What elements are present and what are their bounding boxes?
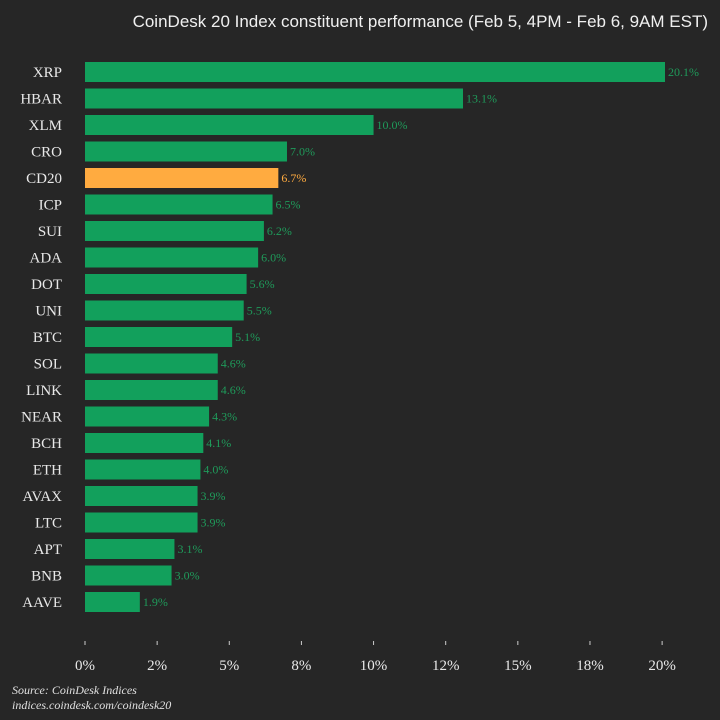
bar-hbar <box>85 88 464 109</box>
category-label: SOL <box>34 357 62 373</box>
x-tick-label: 0% <box>75 658 95 674</box>
category-label: NEAR <box>21 410 62 426</box>
category-label: BTC <box>33 330 62 346</box>
category-label: ICP <box>39 198 62 214</box>
source-url: indices.coindesk.com/coindesk20 <box>12 698 172 712</box>
value-label: 6.0% <box>261 251 286 265</box>
value-label: 4.3% <box>212 410 237 424</box>
bar-dot <box>85 274 247 294</box>
x-tick-label: 2% <box>147 658 167 674</box>
category-label: DOT <box>31 277 62 293</box>
category-label: LINK <box>26 383 62 399</box>
value-label: 4.1% <box>206 436 231 450</box>
bar-xrp <box>85 62 665 82</box>
x-tick-label: 20% <box>648 658 676 674</box>
bar-icp <box>85 194 273 215</box>
x-tick-label: 5% <box>219 658 239 674</box>
category-label: ADA <box>30 251 63 267</box>
category-label: AVAX <box>23 489 63 505</box>
category-label: UNI <box>35 304 62 320</box>
category-label: BCH <box>31 436 62 452</box>
x-tick-label: 18% <box>576 658 604 674</box>
x-tick-label: 12% <box>432 658 460 674</box>
bar-btc <box>85 327 233 347</box>
bar-eth <box>85 459 201 480</box>
value-label: 4.6% <box>221 357 246 371</box>
x-tick-label: 10% <box>360 658 388 674</box>
bar-uni <box>85 300 244 321</box>
category-label: XRP <box>33 65 62 81</box>
category-label: XLM <box>29 118 62 134</box>
category-label: AAVE <box>22 595 62 611</box>
value-label: 7.0% <box>290 145 315 159</box>
value-label: 4.0% <box>203 463 228 477</box>
value-label: 20.1% <box>668 65 699 79</box>
bar-cd20 <box>85 168 279 188</box>
category-label: CRO <box>31 145 62 161</box>
bar-bnb <box>85 565 172 586</box>
bar-bch <box>85 433 204 453</box>
value-label: 5.1% <box>235 330 260 344</box>
source-note: Source: CoinDesk Indices <box>12 683 137 697</box>
bar-sol <box>85 353 218 374</box>
bar-sui <box>85 221 264 241</box>
value-label: 6.2% <box>267 224 292 238</box>
value-label: 3.9% <box>201 489 226 503</box>
bar-ada <box>85 247 259 268</box>
category-label: LTC <box>35 516 62 532</box>
value-label: 10.0% <box>377 118 408 132</box>
category-label: APT <box>34 542 62 558</box>
bar-aave <box>85 592 140 612</box>
x-tick-label: 8% <box>291 658 311 674</box>
value-label: 6.5% <box>276 198 301 212</box>
bar-cro <box>85 141 287 162</box>
value-label: 13.1% <box>466 92 497 106</box>
bar-ltc <box>85 512 198 533</box>
value-label: 3.9% <box>201 516 226 530</box>
category-label: SUI <box>38 224 62 240</box>
category-label: ETH <box>33 463 62 479</box>
value-label: 1.9% <box>143 595 168 609</box>
value-label: 4.6% <box>221 383 246 397</box>
chart-title: CoinDesk 20 Index constituent performanc… <box>132 12 708 31</box>
category-label: HBAR <box>20 92 62 108</box>
category-label: CD20 <box>26 171 62 187</box>
bar-avax <box>85 486 198 506</box>
value-label: 3.0% <box>175 569 200 583</box>
value-label: 6.7% <box>281 171 306 185</box>
bar-near <box>85 406 210 427</box>
bar-xlm <box>85 115 374 135</box>
bar-apt <box>85 539 175 559</box>
bar-link <box>85 380 218 400</box>
value-label: 3.1% <box>177 542 202 556</box>
value-label: 5.5% <box>247 304 272 318</box>
x-tick-label: 15% <box>504 658 532 674</box>
category-label: BNB <box>31 569 62 585</box>
value-label: 5.6% <box>250 277 275 291</box>
